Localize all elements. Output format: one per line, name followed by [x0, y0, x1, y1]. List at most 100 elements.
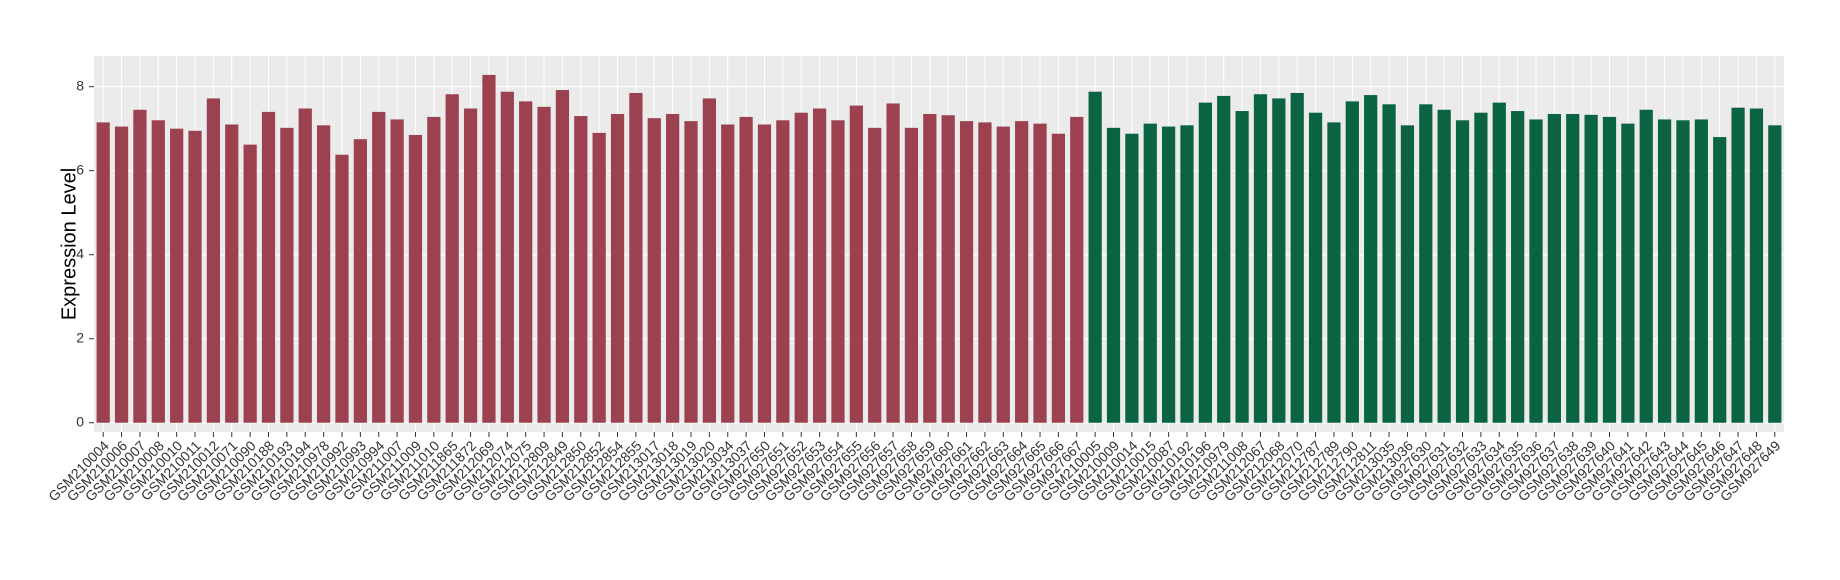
bar — [776, 120, 790, 423]
bar — [647, 118, 661, 423]
bar — [280, 127, 294, 423]
bar — [1400, 125, 1415, 423]
bar — [555, 90, 570, 423]
bar — [1235, 111, 1249, 423]
bar — [1253, 94, 1268, 423]
bar — [1162, 126, 1176, 423]
bar — [96, 122, 110, 423]
bar — [1033, 123, 1047, 423]
bar — [1088, 91, 1102, 423]
bar — [1125, 133, 1139, 423]
bar — [1070, 116, 1084, 423]
bar — [188, 130, 202, 423]
bar — [243, 144, 257, 423]
bar — [1547, 113, 1561, 423]
bar — [702, 98, 716, 423]
bar — [1657, 119, 1672, 423]
bar — [1731, 107, 1745, 423]
bar — [574, 116, 588, 423]
bar — [225, 124, 239, 423]
bar — [1455, 120, 1470, 423]
bar — [170, 128, 184, 423]
bar — [831, 120, 845, 423]
bar — [482, 74, 496, 423]
bar — [610, 113, 625, 423]
bar — [1015, 121, 1029, 423]
bar — [1217, 95, 1231, 423]
bar — [1106, 127, 1121, 423]
bar — [1308, 112, 1323, 423]
bar — [1602, 116, 1617, 423]
y-tick-label: 6 — [76, 161, 84, 177]
bar — [812, 108, 827, 423]
bar — [537, 106, 551, 423]
bar — [1290, 92, 1304, 423]
bar — [629, 92, 643, 423]
y-tick-label: 0 — [76, 413, 84, 429]
bar — [427, 116, 441, 423]
bar — [151, 120, 165, 423]
bar — [133, 109, 147, 423]
bar — [1382, 104, 1396, 423]
bar — [739, 116, 753, 423]
bar — [1768, 125, 1782, 423]
bar — [372, 111, 386, 423]
bar — [1529, 119, 1543, 423]
y-axis-title: Expression Level — [58, 168, 80, 320]
bar — [1143, 123, 1157, 423]
bar — [941, 115, 955, 423]
bar — [1345, 101, 1359, 423]
bar — [904, 127, 919, 423]
bar — [996, 126, 1010, 423]
bar — [757, 124, 772, 423]
bar — [1474, 112, 1488, 423]
bar — [1639, 109, 1653, 423]
bar — [1327, 122, 1341, 423]
y-tick-label: 2 — [76, 329, 84, 345]
bar — [794, 112, 808, 423]
bar — [1272, 98, 1286, 423]
bar — [463, 108, 478, 423]
bar — [500, 91, 514, 423]
bar — [1180, 125, 1194, 423]
bar — [519, 101, 533, 423]
bar — [390, 119, 404, 423]
bar — [408, 134, 423, 423]
bar — [1437, 109, 1451, 423]
bar — [1584, 114, 1598, 423]
bar — [261, 111, 276, 423]
bar — [298, 108, 312, 423]
bar — [1419, 104, 1433, 423]
bar — [868, 127, 882, 423]
bar — [335, 154, 349, 423]
bar — [1749, 108, 1764, 423]
bar — [1713, 137, 1727, 423]
bar — [684, 121, 698, 423]
bar — [721, 124, 735, 423]
y-tick-label: 4 — [76, 245, 84, 261]
bar — [1694, 119, 1708, 423]
bar — [206, 98, 221, 423]
bar — [978, 122, 992, 423]
bar — [317, 125, 331, 423]
bar — [1051, 133, 1066, 423]
bar — [886, 103, 900, 423]
bar — [959, 121, 974, 423]
bar — [666, 113, 680, 423]
bar — [1511, 111, 1525, 423]
bar — [1676, 120, 1690, 423]
bar — [114, 126, 129, 423]
y-tick-label: 8 — [76, 77, 84, 93]
bar — [353, 139, 367, 423]
bar — [923, 113, 937, 423]
bar — [849, 105, 863, 423]
bar — [1198, 102, 1212, 423]
bar — [1492, 102, 1506, 423]
bar — [1364, 95, 1378, 423]
bar — [1566, 113, 1580, 423]
bar — [592, 132, 606, 423]
bar — [1621, 123, 1635, 423]
bar — [445, 94, 459, 423]
